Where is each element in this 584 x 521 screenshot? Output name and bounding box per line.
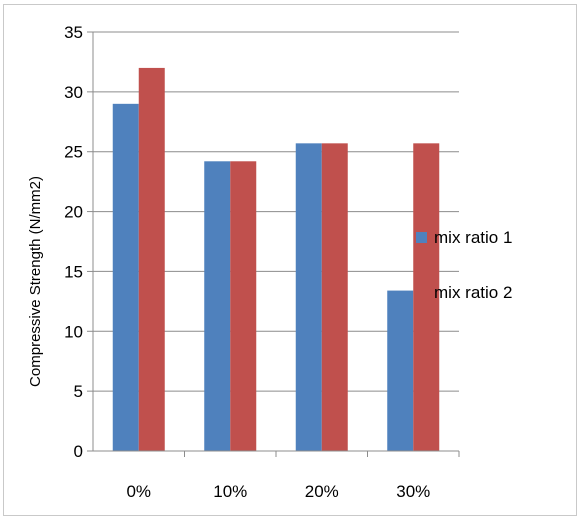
legend-swatch-2 [416, 287, 427, 298]
x-tick-label-0: 0% [126, 482, 151, 501]
y-tick-label-35: 35 [64, 23, 83, 42]
y-tick-label-10: 10 [64, 322, 83, 341]
y-axis-title: Compressive Strength (N/mm2) [27, 176, 44, 387]
x-tick-label-1: 10% [213, 482, 247, 501]
legend-swatch-1 [416, 232, 427, 243]
legend-label-1: mix ratio 1 [434, 228, 512, 247]
bar-2-1 [230, 161, 257, 451]
y-tick-label-20: 20 [64, 203, 83, 222]
bar-1-1 [204, 161, 231, 451]
bar-1-3 [387, 290, 414, 451]
bar-1-0 [112, 103, 139, 451]
x-tick-labels: 0% 10% 20% 30% [126, 482, 430, 501]
legend-label-2: mix ratio 2 [434, 283, 512, 302]
chart-frame [3, 4, 577, 516]
axes [87, 31, 460, 457]
y-tick-labels: 0 5 10 15 20 25 30 35 [64, 23, 83, 461]
bar-1-2 [295, 143, 322, 451]
x-tick-label-3: 30% [396, 482, 430, 501]
legend: mix ratio 1 mix ratio 2 [416, 228, 512, 302]
y-tick-label-5: 5 [74, 382, 83, 401]
bars [112, 67, 440, 452]
x-tick-label-2: 20% [305, 482, 339, 501]
y-tick-label-0: 0 [74, 442, 83, 461]
bar-2-2 [321, 143, 348, 451]
bar-2-0 [138, 67, 165, 452]
y-tick-label-15: 15 [64, 262, 83, 281]
y-tick-label-25: 25 [64, 143, 83, 162]
y-tick-label-30: 30 [64, 83, 83, 102]
